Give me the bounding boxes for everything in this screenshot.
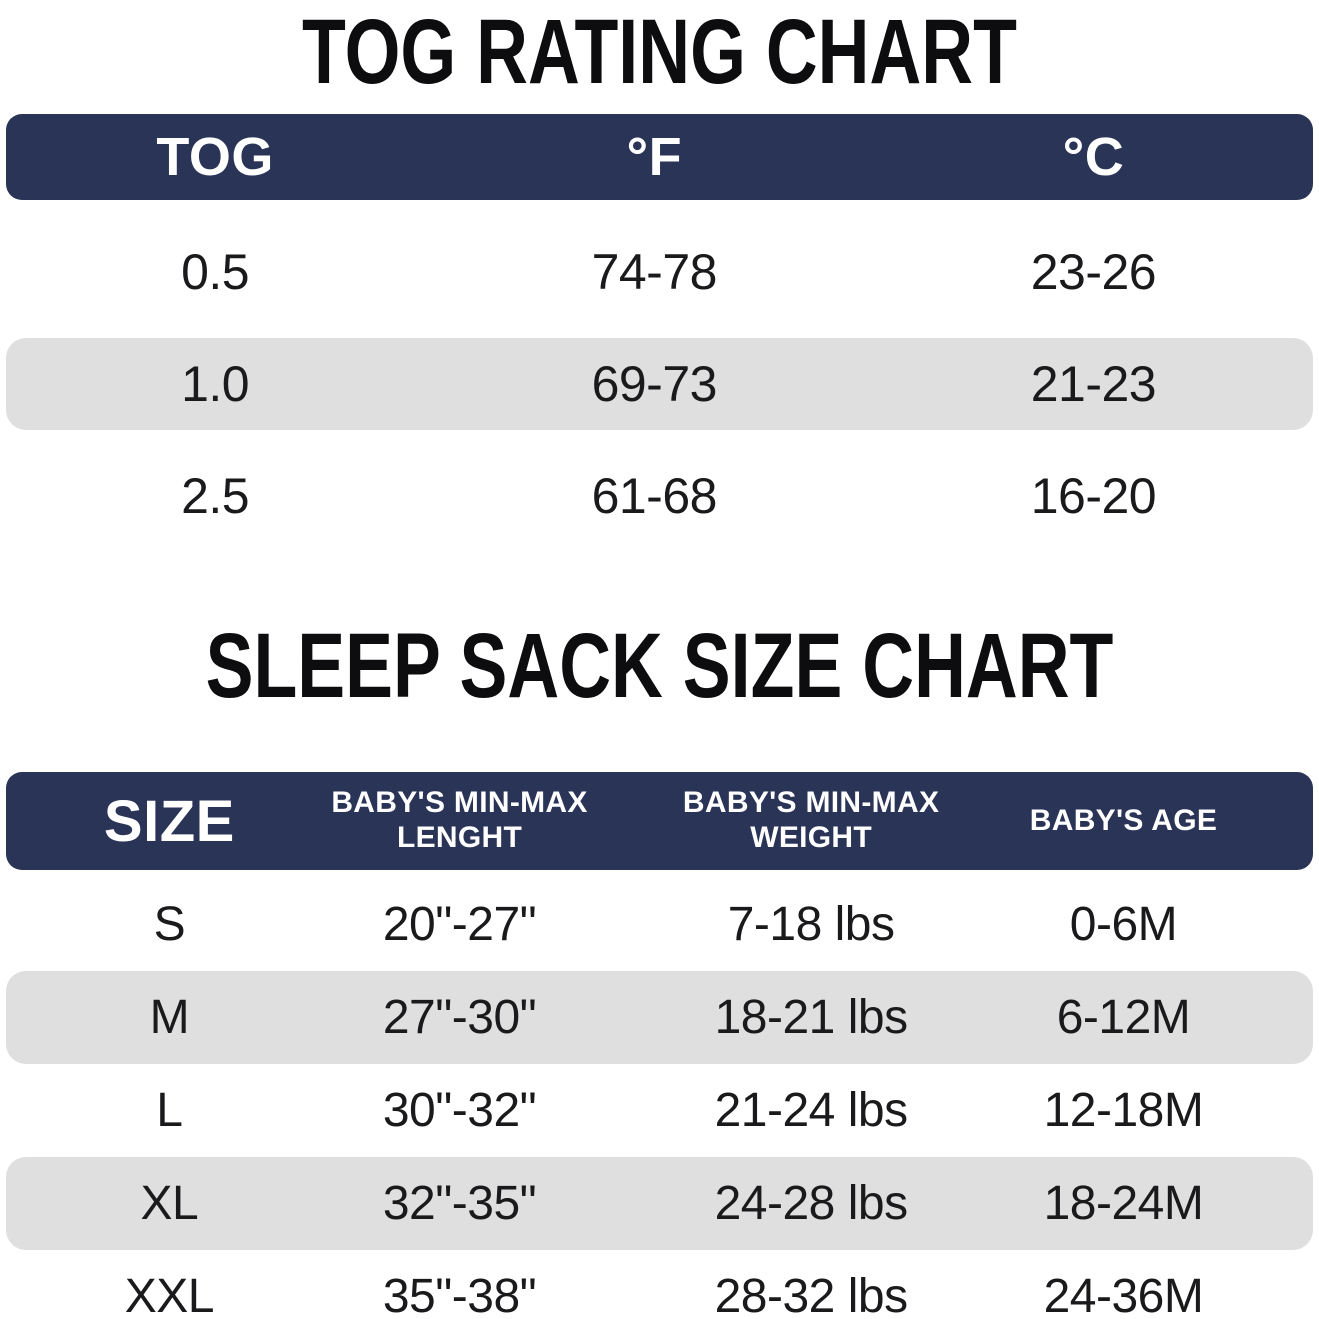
column-header-weight: BABY'S MIN-MAX WEIGHT <box>682 786 940 854</box>
column-header-tog: TOG <box>156 127 274 187</box>
table-row: 1.0 69-73 21-23 <box>6 338 1313 430</box>
cell-fahrenheit: 69-73 <box>591 356 718 412</box>
cell-celsius: 23-26 <box>1030 244 1157 300</box>
column-header-length: BABY'S MIN-MAX LENGHT <box>331 786 588 854</box>
cell-age: 18-24M <box>1043 1177 1204 1230</box>
cell-length: 32"-35" <box>382 1177 537 1230</box>
cell-weight: 28-32 lbs <box>714 1270 908 1319</box>
size-table-header-row: SIZE BABY'S MIN-MAX LENGHT BABY'S MIN-MA… <box>6 772 1313 870</box>
table-row: 0.5 74-78 23-26 <box>6 226 1313 318</box>
tog-rating-table: TOG °F °C 0.5 74-78 23-26 1.0 69-73 21-2… <box>0 114 1319 542</box>
cell-length: 30"-32" <box>382 1084 537 1137</box>
cell-age: 12-18M <box>1043 1084 1204 1137</box>
cell-length: 20"-27" <box>382 898 537 951</box>
table-row: 2.5 61-68 16-20 <box>6 450 1313 542</box>
cell-tog: 2.5 <box>181 468 250 524</box>
cell-celsius: 21-23 <box>1030 356 1157 412</box>
size-chart-title: SLEEP SACK SIZE CHART <box>205 615 1114 717</box>
cell-size: XXL <box>124 1270 215 1319</box>
cell-size: M <box>149 991 190 1044</box>
table-row: S 20"-27" 7-18 lbs 0-6M <box>6 878 1313 971</box>
cell-age: 24-36M <box>1043 1270 1204 1319</box>
table-row: XXL 35"-38" 28-32 lbs 24-36M <box>6 1250 1313 1319</box>
cell-fahrenheit: 74-78 <box>591 244 718 300</box>
column-header-age: BABY'S AGE <box>1029 803 1218 837</box>
cell-weight: 21-24 lbs <box>714 1084 908 1137</box>
column-header-size: SIZE <box>103 788 235 854</box>
tog-table-header-row: TOG °F °C <box>6 114 1313 200</box>
cell-length: 35"-38" <box>382 1270 537 1319</box>
table-row: XL 32"-35" 24-28 lbs 18-24M <box>6 1157 1313 1250</box>
cell-weight: 24-28 lbs <box>714 1177 908 1230</box>
cell-size: XL <box>140 1177 199 1230</box>
size-table-body: S 20"-27" 7-18 lbs 0-6M M 27"-30" 18-21 … <box>6 878 1313 1319</box>
cell-tog: 1.0 <box>181 356 250 412</box>
cell-weight: 18-21 lbs <box>714 991 908 1044</box>
cell-size: S <box>153 898 186 951</box>
cell-celsius: 16-20 <box>1030 468 1157 524</box>
cell-age: 0-6M <box>1069 898 1178 951</box>
cell-age: 6-12M <box>1056 991 1191 1044</box>
cell-weight: 7-18 lbs <box>727 898 895 951</box>
table-row: M 27"-30" 18-21 lbs 6-12M <box>6 971 1313 1064</box>
cell-length: 27"-30" <box>382 991 537 1044</box>
tog-chart-title: TOG RATING CHART <box>302 1 1017 103</box>
cell-size: L <box>156 1084 183 1137</box>
column-header-fahrenheit: °F <box>626 127 683 187</box>
cell-fahrenheit: 61-68 <box>591 468 718 524</box>
column-header-celsius: °C <box>1062 127 1125 187</box>
tog-table-body: 0.5 74-78 23-26 1.0 69-73 21-23 2.5 61-6… <box>6 226 1313 542</box>
sleep-sack-size-table: SIZE BABY'S MIN-MAX LENGHT BABY'S MIN-MA… <box>0 772 1319 1319</box>
cell-tog: 0.5 <box>181 244 250 300</box>
table-row: L 30"-32" 21-24 lbs 12-18M <box>6 1064 1313 1157</box>
